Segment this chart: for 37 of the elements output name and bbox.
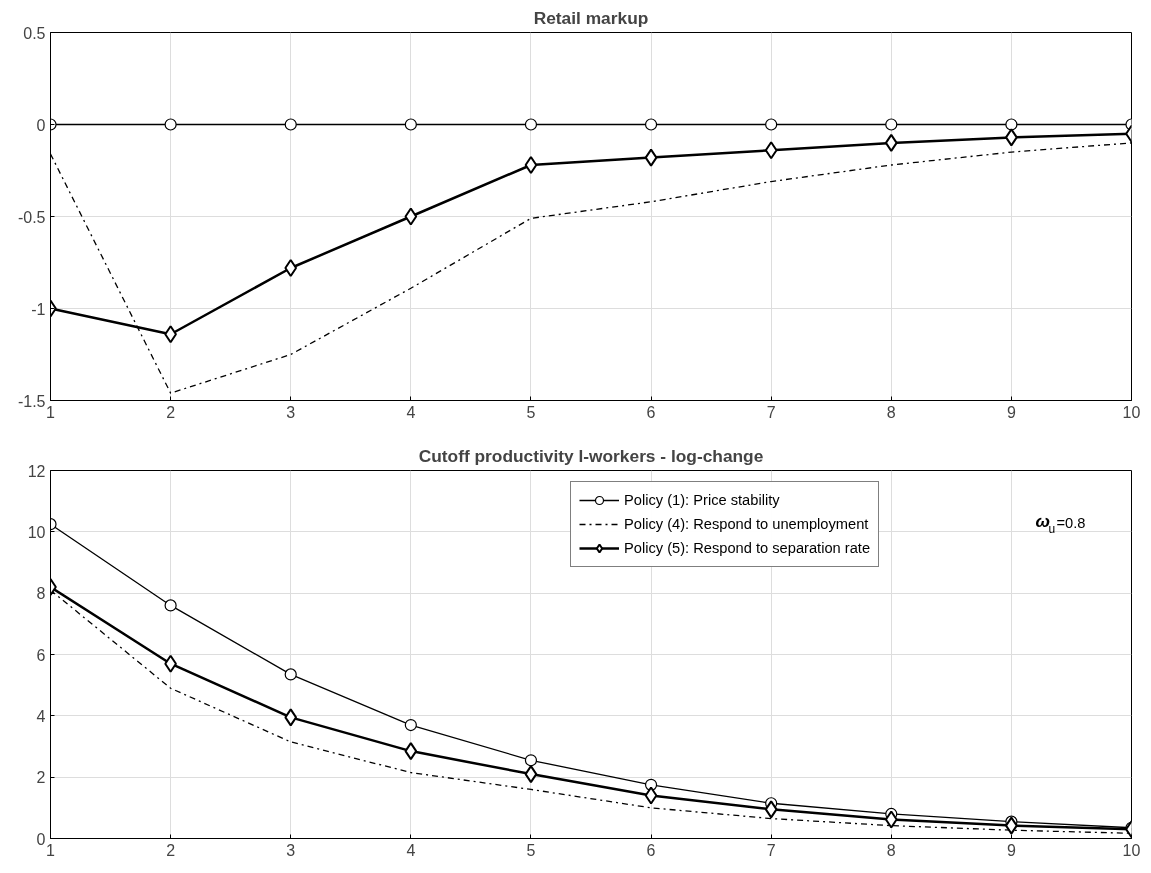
y-tick-label: -1.5 — [17, 392, 46, 410]
x-tick-label: 1 — [46, 403, 56, 421]
x-tick-label: 3 — [286, 403, 296, 421]
x-tick-label: 5 — [526, 841, 536, 859]
y-tick-label: 4 — [36, 707, 46, 725]
y-tick-label: 2 — [36, 769, 46, 787]
x-tick-label: 1 — [46, 841, 56, 859]
y-tick-label: 0 — [36, 830, 46, 848]
x-tick-label: 8 — [886, 403, 896, 421]
y-tick-label: 6 — [36, 646, 46, 664]
y-tick-label: 12 — [27, 462, 46, 480]
x-tick-label: 4 — [406, 403, 416, 421]
y-tick-label: 10 — [27, 523, 46, 541]
y-tick-label: -0.5 — [17, 208, 46, 226]
x-tick-label: 2 — [166, 403, 176, 421]
x-tick-label: 4 — [406, 841, 416, 859]
chart-title: Retail markup — [533, 7, 649, 28]
chart-title: Cutoff productivity l-workers - log-change — [418, 445, 764, 466]
x-tick-label: 7 — [766, 841, 776, 859]
legend-label: Policy (4): Respond to unemployment — [624, 516, 869, 532]
x-tick-label: 10 — [1122, 403, 1141, 421]
legend-label: Policy (1): Price stability — [624, 492, 780, 508]
y-tick-label: 0 — [36, 116, 46, 134]
x-tick-label: 2 — [166, 841, 176, 859]
y-tick-label: -1 — [31, 300, 46, 318]
y-tick-label: 8 — [36, 585, 46, 603]
x-tick-label: 8 — [886, 841, 896, 859]
x-tick-label: 9 — [1006, 403, 1016, 421]
x-tick-label: 6 — [646, 403, 656, 421]
x-tick-label: 5 — [526, 403, 536, 421]
x-tick-label: 3 — [286, 841, 296, 859]
legend-label: Policy (5): Respond to separation rate — [624, 540, 871, 556]
x-tick-label: 9 — [1006, 841, 1016, 859]
x-tick-label: 10 — [1122, 841, 1141, 859]
x-tick-label: 6 — [646, 841, 656, 859]
y-tick-label: 0.5 — [23, 24, 46, 42]
x-tick-label: 7 — [766, 403, 776, 421]
